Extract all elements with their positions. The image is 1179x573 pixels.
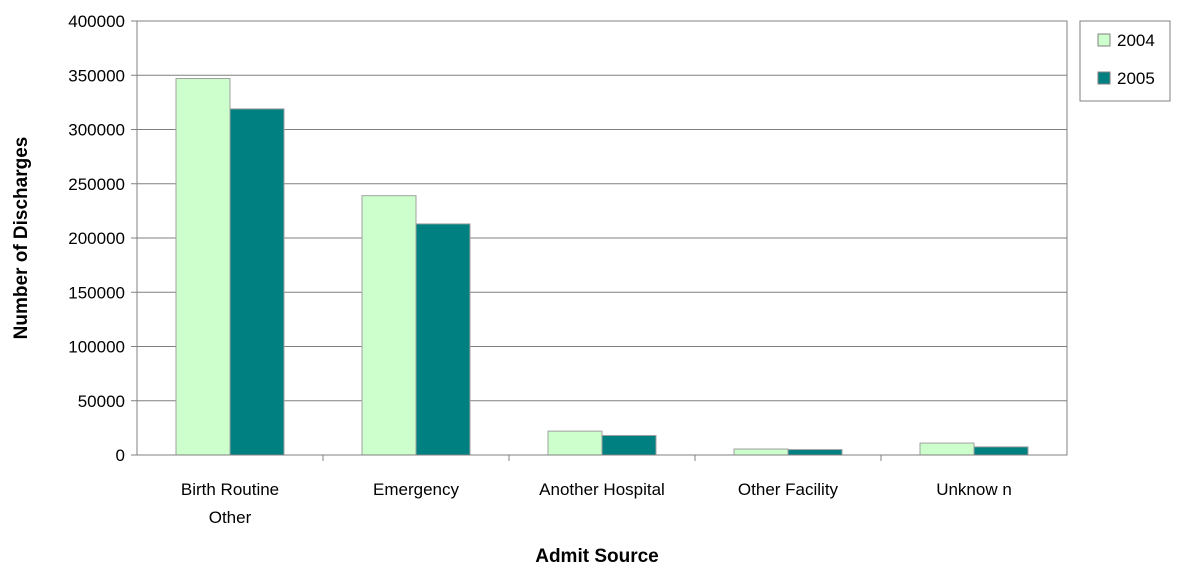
- x-axis-title: Admit Source: [535, 546, 659, 567]
- bar-2004: [919, 442, 975, 456]
- x-tick-label: Other: [209, 508, 252, 527]
- x-tick-label: Other Facility: [738, 480, 839, 499]
- y-tick-label: 0: [116, 446, 125, 465]
- legend-label-2004: 2004: [1117, 31, 1155, 50]
- x-tick-labels: Birth Routine Other Emergency Another Hospi…: [181, 480, 1012, 527]
- x-tick-label: Unknow n: [936, 480, 1012, 499]
- legend-label-2005: 2005: [1117, 69, 1155, 88]
- bars: [175, 78, 1029, 456]
- bar-2005: [229, 108, 285, 456]
- legend-box: [1079, 20, 1171, 102]
- x-tick-label: Another Hospital: [539, 480, 665, 499]
- bar-2004: [361, 195, 417, 456]
- bar-2004: [547, 430, 603, 456]
- legend: 2004 2005: [1079, 20, 1171, 102]
- gridlines: [137, 74, 1067, 402]
- bar-2004: [175, 78, 231, 456]
- y-tick-label: 50000: [78, 392, 125, 411]
- bar-2005: [787, 449, 843, 456]
- y-tick-label: 150000: [68, 283, 125, 302]
- legend-swatch-2005: [1097, 71, 1111, 85]
- axes: [131, 20, 1068, 461]
- y-axis-title: Number of Discharges: [11, 137, 32, 340]
- y-tick-label: 350000: [68, 66, 125, 85]
- y-tick-label: 400000: [68, 12, 125, 31]
- y-tick-label: 300000: [68, 121, 125, 140]
- bar-2004: [733, 448, 789, 456]
- x-tick-label: Birth Routine: [181, 480, 279, 499]
- legend-swatch-2004: [1097, 33, 1111, 47]
- bar-2005: [601, 434, 657, 456]
- y-tick-label: 100000: [68, 338, 125, 357]
- bar-2005: [415, 223, 471, 456]
- y-tick-label: 250000: [68, 175, 125, 194]
- bar-2005: [973, 446, 1029, 456]
- y-tick-labels: 0 50000 100000 150000 200000 250000 300000 3500…: [68, 12, 125, 465]
- x-tick-label: Emergency: [373, 480, 459, 499]
- y-tick-label: 200000: [68, 229, 125, 248]
